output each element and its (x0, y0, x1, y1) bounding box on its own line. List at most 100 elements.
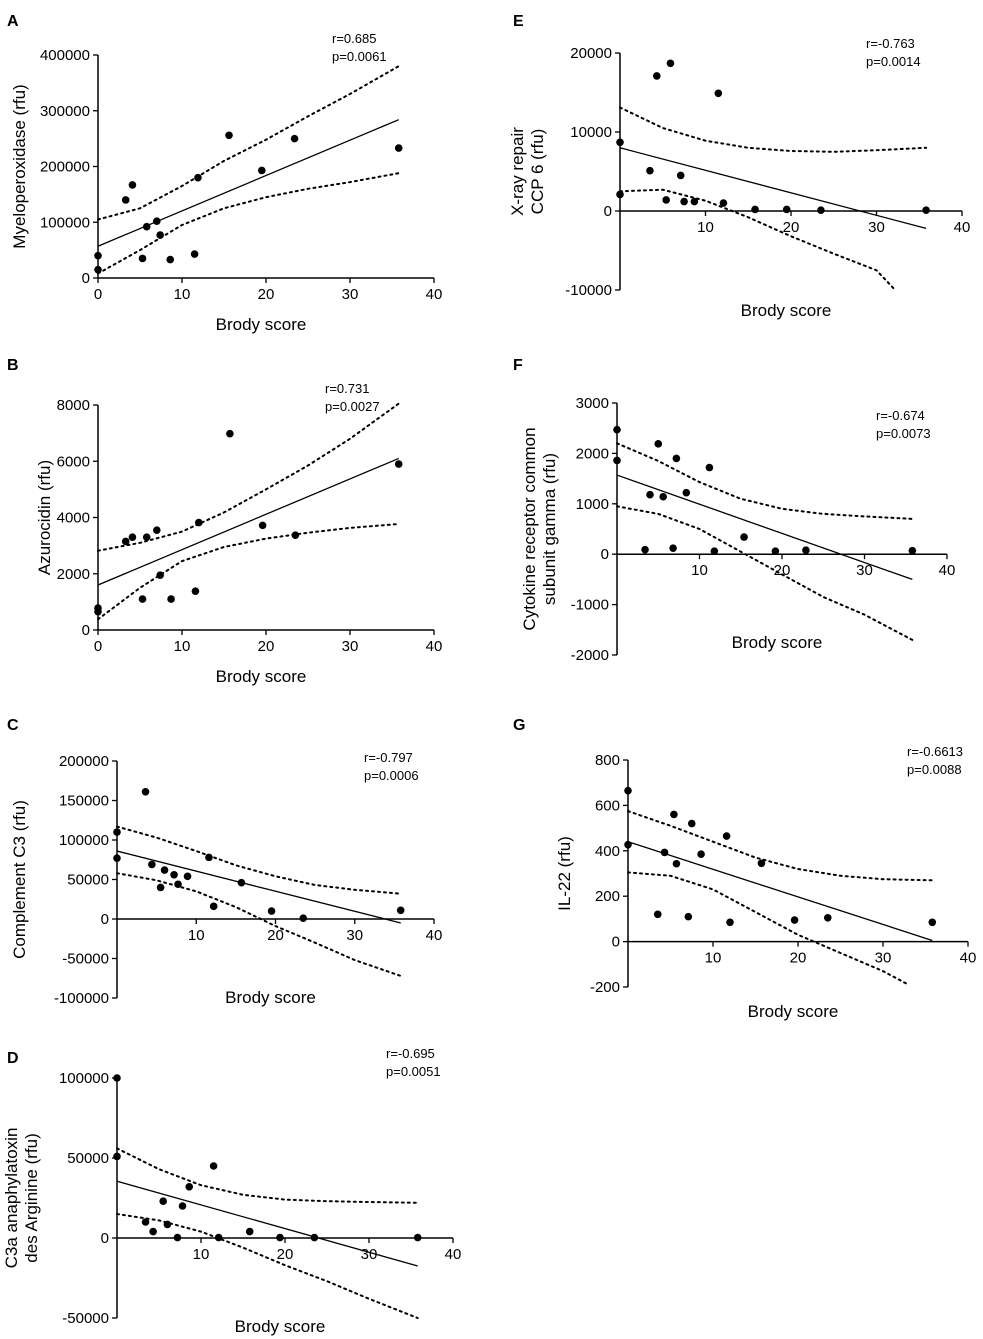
y-tick-label: -200 (590, 979, 620, 996)
data-point (654, 440, 663, 448)
x-axis-title: Brody score (732, 633, 823, 652)
y-tick-label: 2000 (576, 445, 609, 462)
stat-p: p=0.0061 (332, 49, 387, 64)
data-point (817, 206, 825, 215)
stat-p: p=0.0027 (325, 399, 380, 414)
y-tick-label: 100000 (59, 832, 109, 849)
y-axis-title: subunit gamma (rfu) (540, 453, 559, 605)
y-tick-label: 4000 (57, 510, 90, 527)
x-tick-label: 10 (697, 219, 714, 236)
data-point (613, 425, 621, 434)
data-point (652, 72, 661, 80)
y-tick-label: 0 (82, 622, 90, 639)
stat-r: r=-0.6613 (907, 744, 963, 759)
data-point (291, 531, 300, 540)
ci-upper-band (116, 825, 402, 895)
ci-lower-band (116, 1213, 419, 1319)
stat-r: r=0.731 (325, 381, 369, 396)
data-point (156, 883, 165, 892)
data-point (697, 850, 705, 859)
data-point (178, 1202, 187, 1210)
data-point (226, 429, 234, 438)
data-point (613, 456, 621, 465)
x-tick-label: 20 (774, 562, 791, 579)
data-point (666, 59, 675, 68)
data-point (141, 788, 150, 796)
y-tick-label: -50000 (62, 951, 109, 968)
y-axis-title: C3a anaphylatoxin (2, 1128, 21, 1269)
y-tick-label: 400000 (40, 47, 90, 64)
x-tick-label: 10 (705, 950, 722, 967)
stat-r: r=-0.797 (364, 750, 413, 765)
panel-letter: G (513, 717, 525, 734)
stat-p: p=0.0073 (876, 426, 931, 441)
y-tick-label: 6000 (57, 453, 90, 470)
y-tick-label: 800 (595, 752, 620, 769)
y-axis-title: Cytokine receptor common (520, 427, 539, 630)
data-point (908, 546, 917, 555)
data-point (94, 251, 102, 260)
stat-p: p=0.0088 (907, 762, 962, 777)
data-point (160, 866, 169, 874)
data-point (790, 916, 799, 924)
data-point (185, 1183, 194, 1191)
data-point (142, 533, 151, 541)
panel-d: D -50000 0 50000 100000 10 20 30 40 Brody score C3… (2, 1046, 461, 1336)
y-tick-label: 200000 (40, 159, 90, 176)
data-point (680, 197, 688, 206)
data-point (128, 181, 137, 189)
data-point (138, 595, 147, 603)
data-point (299, 914, 308, 923)
x-tick-label: 40 (960, 950, 977, 967)
y-tick-label: 100000 (59, 1070, 109, 1087)
x-axis-title: Brody score (216, 667, 307, 686)
data-point (719, 199, 728, 207)
data-point (156, 231, 164, 239)
y-tick-label: 0 (604, 203, 612, 220)
data-point (616, 138, 624, 147)
y-tick-label: 50000 (67, 1150, 109, 1167)
regression-line (619, 147, 927, 230)
data-point (225, 131, 233, 140)
data-point (660, 848, 669, 857)
data-point (751, 205, 759, 214)
x-tick-label: 10 (188, 927, 205, 944)
x-tick-label: 40 (426, 638, 443, 655)
regression-line (627, 841, 933, 942)
data-point (153, 217, 161, 225)
data-point (163, 1220, 172, 1229)
x-tick-label: 40 (445, 1246, 462, 1263)
data-point (276, 1233, 284, 1242)
data-point (237, 878, 246, 887)
data-point (148, 860, 156, 869)
regression-line (116, 1180, 418, 1267)
data-point (757, 859, 766, 868)
data-point (167, 595, 175, 603)
data-point (782, 205, 791, 214)
ci-lower-band (97, 523, 400, 621)
data-point (705, 463, 714, 472)
panel-e: E -10000 0 10000 20000 10 20 30 40 Brody score X-r… (508, 13, 970, 320)
x-axis-title: Brody score (216, 315, 307, 334)
y-axis-title: des Arginine (rfu) (22, 1133, 41, 1262)
data-point (624, 786, 632, 795)
panel-letter: A (7, 13, 19, 30)
x-tick-label: 30 (346, 927, 363, 944)
data-point (149, 1227, 157, 1236)
x-tick-label: 10 (174, 286, 191, 303)
y-tick-label: 3000 (576, 395, 609, 412)
x-tick-label: 40 (939, 562, 956, 579)
x-tick-label: 40 (426, 286, 443, 303)
ci-lower-band (619, 188, 895, 290)
y-tick-label: 0 (101, 1230, 109, 1247)
ci-lower-band (97, 172, 400, 275)
data-point (113, 1152, 121, 1161)
panel-letter: E (513, 13, 524, 30)
data-point (209, 902, 218, 911)
y-tick-label: -50000 (62, 1310, 109, 1327)
x-tick-label: 40 (954, 219, 971, 236)
data-point (142, 222, 151, 231)
y-tick-label: -10000 (565, 282, 612, 299)
data-point (205, 853, 213, 862)
